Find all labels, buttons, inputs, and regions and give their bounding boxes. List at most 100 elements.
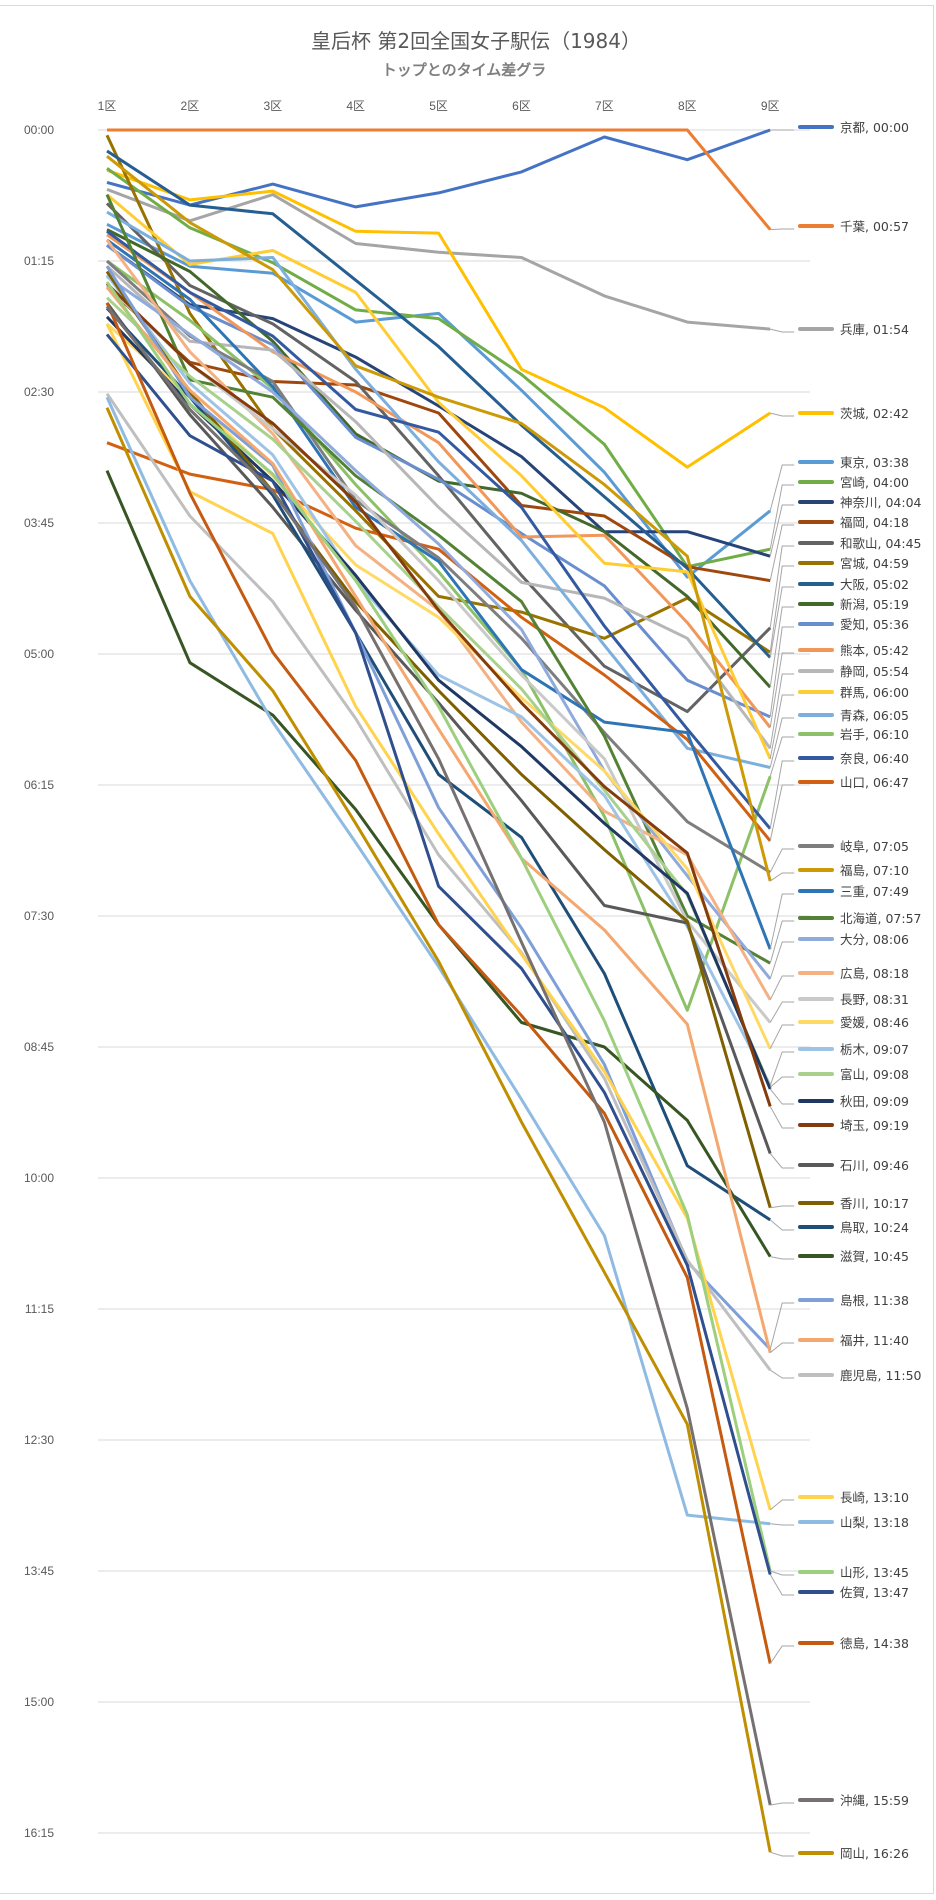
leader-line bbox=[769, 1153, 795, 1169]
series-line bbox=[105, 323, 772, 1511]
series-line bbox=[105, 259, 771, 874]
series-line bbox=[106, 233, 772, 729]
series-line bbox=[106, 238, 772, 950]
x-tick-label: 3区 bbox=[263, 99, 282, 113]
series-line bbox=[105, 270, 772, 1209]
legend-label: 千葉, 00:57 bbox=[840, 219, 909, 234]
legend-label: 広島, 08:18 bbox=[840, 966, 909, 981]
leader-line bbox=[769, 1342, 795, 1354]
leader-line bbox=[769, 1574, 795, 1596]
series-line bbox=[106, 128, 771, 209]
leader-line bbox=[770, 228, 795, 231]
leader-line bbox=[769, 626, 795, 717]
series-line bbox=[106, 149, 772, 659]
series-line bbox=[105, 470, 772, 1258]
legend-label: 岩手, 06:10 bbox=[840, 727, 909, 742]
leader-line bbox=[769, 975, 795, 1001]
legend-label: 沖縄, 15:59 bbox=[840, 1793, 909, 1808]
leader-line bbox=[769, 694, 795, 759]
leader-line bbox=[769, 545, 795, 628]
series-line bbox=[105, 281, 772, 1572]
leader-line bbox=[770, 1802, 795, 1806]
y-tick-label: 16:15 bbox=[24, 1826, 54, 1840]
x-tick-label: 9区 bbox=[761, 99, 780, 113]
y-tick-label: 00:00 bbox=[24, 123, 54, 137]
legend-label: 岐阜, 07:05 bbox=[840, 839, 909, 854]
leader-line bbox=[769, 673, 795, 749]
series-line bbox=[105, 302, 772, 1664]
leader-line bbox=[769, 784, 795, 842]
legend-label: 滋賀, 10:45 bbox=[840, 1249, 909, 1264]
leader-line bbox=[769, 717, 795, 768]
legend-label: 青森, 06:05 bbox=[840, 708, 909, 723]
legend-label: 静岡, 05:54 bbox=[840, 664, 909, 679]
y-axis-ticks: 00:00 01:15 02:30 03:45 05:00 06:15 07:30 08:45… bbox=[24, 123, 54, 1840]
legend-label: 秋田, 09:09 bbox=[840, 1094, 909, 1109]
y-tick-label: 08:45 bbox=[24, 1040, 54, 1054]
y-tick-label: 15:00 bbox=[24, 1695, 54, 1709]
series-line bbox=[106, 168, 772, 469]
legend-label: 長崎, 13:10 bbox=[840, 1490, 909, 1505]
legend-label: 群馬, 06:00 bbox=[840, 685, 909, 700]
y-tick-label: 12:30 bbox=[24, 1433, 54, 1447]
legend-label: 奈良, 06:40 bbox=[840, 751, 909, 766]
legend-label: 和歌山, 04:45 bbox=[840, 536, 921, 551]
legend-label: 富山, 09:08 bbox=[840, 1067, 909, 1082]
x-tick-label: 6区 bbox=[512, 99, 531, 113]
series-line bbox=[105, 286, 772, 1354]
legend-label: 栃木, 09:07 bbox=[840, 1042, 909, 1057]
x-tick-label: 8区 bbox=[678, 99, 697, 113]
leader-line bbox=[769, 941, 795, 980]
leader-line bbox=[769, 893, 795, 950]
legend-label: 兵庫, 01:54 bbox=[840, 322, 909, 337]
leader-line bbox=[769, 736, 795, 777]
leader-line bbox=[769, 484, 795, 550]
leader-line bbox=[769, 1302, 795, 1350]
legend-label: 京都, 00:00 bbox=[840, 120, 909, 135]
series-line bbox=[107, 128, 772, 231]
legend-label: 香川, 10:17 bbox=[840, 1196, 909, 1211]
chart-subtitle: トップとのタイム差グラ bbox=[382, 61, 547, 79]
series-line bbox=[106, 230, 772, 830]
series-line bbox=[105, 305, 772, 1806]
leader-line bbox=[770, 1851, 795, 1857]
series-line bbox=[105, 286, 771, 583]
legend-label: 北海道, 07:57 bbox=[840, 911, 921, 926]
legend-label: 大分, 08:06 bbox=[840, 932, 909, 947]
legend-label: 山形, 13:45 bbox=[840, 1565, 909, 1580]
x-tick-label: 4区 bbox=[346, 99, 365, 113]
legend-label: 岡山, 16:26 bbox=[840, 1846, 909, 1861]
legend-label: 茨城, 02:42 bbox=[840, 406, 909, 421]
series-line bbox=[105, 407, 772, 1853]
y-tick-label: 02:30 bbox=[24, 385, 54, 399]
y-tick-label: 13:45 bbox=[24, 1564, 54, 1578]
series-lines bbox=[105, 128, 772, 1853]
leader-line bbox=[770, 1570, 795, 1576]
leader-line bbox=[769, 1076, 795, 1088]
x-tick-label: 2区 bbox=[181, 99, 200, 113]
y-tick-label: 05:00 bbox=[24, 647, 54, 661]
leader-line bbox=[770, 1205, 795, 1209]
legend-label: 愛知, 05:36 bbox=[840, 617, 909, 632]
series-line bbox=[105, 134, 772, 654]
legend-label: 福岡, 04:18 bbox=[840, 515, 909, 530]
legend-label: 長野, 08:31 bbox=[840, 992, 909, 1007]
y-tick-label: 03:45 bbox=[24, 516, 54, 530]
leader-line bbox=[769, 872, 795, 882]
series-line bbox=[105, 202, 772, 714]
series-line bbox=[106, 244, 771, 719]
y-tick-label: 06:15 bbox=[24, 778, 54, 792]
leader-line bbox=[769, 760, 795, 829]
series-line bbox=[106, 222, 772, 579]
leader-line bbox=[769, 524, 795, 581]
leader-line bbox=[770, 1256, 795, 1260]
leader-line bbox=[769, 606, 795, 688]
legend-label: 鳥取, 10:24 bbox=[840, 1220, 909, 1235]
legend-label: 島根, 11:38 bbox=[840, 1293, 909, 1308]
leader-line bbox=[769, 1088, 795, 1105]
chart-title: 皇后杯 第2回全国女子駅伝（1984） bbox=[311, 29, 641, 53]
leader-line bbox=[769, 1051, 795, 1086]
legend-label: 山梨, 13:18 bbox=[840, 1515, 909, 1530]
x-axis-ticks: 1区 2区 3区 4区 5区 6区 7区 8区 9区 bbox=[98, 99, 780, 113]
leader-line bbox=[769, 1645, 795, 1664]
